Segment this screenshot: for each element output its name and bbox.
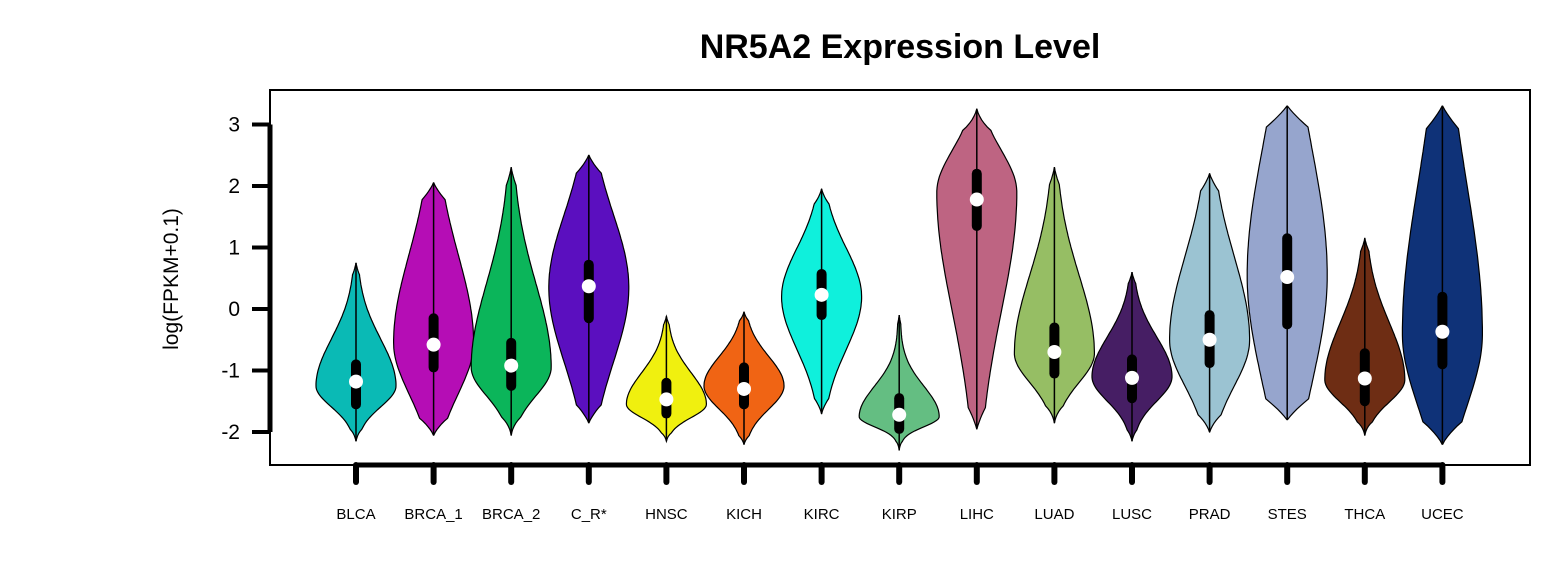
x-tick-label: BRCA_2	[482, 506, 540, 523]
x-tick-label: C_R*	[571, 506, 607, 523]
y-tick-label: 1	[228, 237, 240, 260]
median-point	[659, 392, 674, 407]
x-tick-label: LIHC	[960, 506, 994, 523]
y-tick-label: -1	[221, 360, 240, 383]
violins-group	[315, 105, 1483, 451]
median-point	[969, 192, 984, 207]
y-tick-label: 2	[228, 175, 240, 198]
median-point	[1357, 371, 1372, 386]
x-tick-label: KIRC	[804, 506, 840, 523]
x-tick-label: STES	[1268, 506, 1307, 523]
median-point	[1125, 370, 1139, 385]
y-axis-label: log(FPKM+0.1)	[160, 208, 183, 350]
x-tick-label: KIRP	[882, 506, 917, 523]
median-point	[426, 337, 441, 352]
x-tick-label: KICH	[726, 506, 762, 523]
x-tick-label: BLCA	[336, 506, 375, 523]
median-point	[737, 381, 751, 396]
x-tick-label: LUSC	[1112, 506, 1152, 523]
median-point	[349, 374, 363, 389]
y-tick-label: -2	[221, 421, 240, 444]
median-point	[814, 287, 829, 302]
median-point	[1047, 345, 1062, 360]
median-point	[1280, 270, 1295, 285]
x-tick-label: UCEC	[1421, 506, 1464, 523]
median-point	[892, 407, 907, 422]
median-point	[1435, 324, 1450, 339]
median-point	[581, 279, 596, 294]
median-point	[504, 358, 519, 373]
chart-title: NR5A2 Expression Level	[700, 28, 1101, 66]
x-axis: BLCA BRCA_1 BRCA_2 C_R* HNSC KICH KIRC KIRP LIHC…	[336, 462, 1464, 523]
median-point	[1202, 332, 1217, 347]
x-tick-label: LUAD	[1034, 506, 1074, 523]
y-tick-label: 0	[228, 298, 240, 321]
y-tick-label: 3	[228, 114, 240, 137]
x-tick-label: BRCA_1	[404, 506, 462, 523]
y-axis: -2 -1 0 1 2 3	[221, 114, 273, 444]
x-tick-label: THCA	[1344, 506, 1385, 523]
x-tick-label: HNSC	[645, 506, 688, 523]
x-tick-label: PRAD	[1189, 506, 1231, 523]
